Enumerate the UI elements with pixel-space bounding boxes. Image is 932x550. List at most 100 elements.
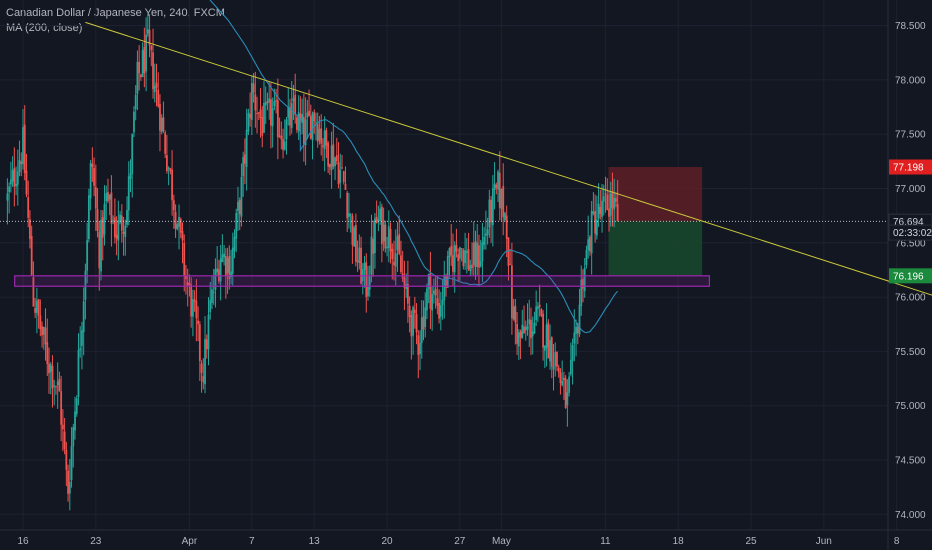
candle-body xyxy=(150,45,153,51)
candle-body xyxy=(417,335,420,355)
candle-body xyxy=(133,111,135,133)
candle-body xyxy=(35,300,38,313)
candle-body xyxy=(297,112,300,132)
candle-body xyxy=(576,326,579,334)
candle-body xyxy=(426,288,428,311)
candle-body xyxy=(424,307,427,327)
candle-body xyxy=(406,283,409,304)
candle-body xyxy=(51,365,54,389)
price-tag-bg xyxy=(889,159,932,175)
price-tag-bg xyxy=(888,224,932,241)
candle-body xyxy=(308,110,310,117)
candle-body xyxy=(380,206,383,245)
candle-body xyxy=(419,342,421,355)
candle-body xyxy=(465,251,468,254)
candle-body xyxy=(486,229,489,235)
candle-body xyxy=(115,234,118,239)
candle-body xyxy=(594,211,597,234)
candle-body xyxy=(204,339,206,385)
candle-body xyxy=(257,112,260,114)
candle-body xyxy=(439,305,442,317)
candle-body xyxy=(30,236,33,275)
candle-body xyxy=(77,350,80,397)
candle-body xyxy=(569,359,572,375)
price-axis[interactable]: 74.000 74.500 75.000 75.500 76.000 76.500 77.0… xyxy=(895,21,926,521)
candle-body xyxy=(445,276,447,288)
candle-body xyxy=(165,155,168,172)
candle-body xyxy=(554,352,557,367)
candle-body xyxy=(400,255,402,273)
candle-body xyxy=(164,132,167,154)
candle-body xyxy=(535,306,538,321)
time-axis[interactable]: 16 23 Apr 7 13 20 27 May 11 18 25 Jun 8 xyxy=(17,536,899,547)
candle-body xyxy=(360,247,362,284)
ma-indicator-label[interactable]: MA (200, close) xyxy=(6,22,83,34)
symbol-title[interactable]: Canadian Dollar / Japanese Yen, 240, FXC… xyxy=(6,7,225,19)
candle-body xyxy=(82,301,85,333)
candle-body xyxy=(325,130,328,146)
candle-body xyxy=(205,339,208,350)
candle-body xyxy=(590,210,593,254)
candle-body xyxy=(583,267,586,292)
candle-body xyxy=(311,114,314,141)
candle-body xyxy=(386,246,388,249)
candle-body xyxy=(420,317,423,343)
candle-body xyxy=(497,171,499,190)
candle-body xyxy=(25,170,28,195)
candle-body xyxy=(410,315,413,337)
candle-body xyxy=(193,299,196,302)
candle-body xyxy=(120,215,123,231)
candle-body xyxy=(322,145,324,147)
x-tick-label: 27 xyxy=(454,536,466,547)
candle-body xyxy=(351,215,354,245)
candle-body xyxy=(273,101,276,107)
chart-legend: Canadian Dollar / Japanese Yen, 240, FXC… xyxy=(6,6,225,36)
candle-body xyxy=(254,94,257,111)
candle-body xyxy=(228,255,231,279)
candle-body xyxy=(478,245,480,268)
candle-body xyxy=(8,186,11,193)
candle-body xyxy=(167,167,170,169)
take-profit-zone xyxy=(608,221,703,276)
candle-body xyxy=(282,139,284,150)
candle-body xyxy=(563,377,565,381)
candle-body xyxy=(159,104,161,131)
candle-body xyxy=(342,171,345,182)
candle-body xyxy=(578,304,581,335)
candle-body xyxy=(446,256,449,288)
candle-body xyxy=(270,99,272,126)
candle-body xyxy=(245,129,248,167)
candle-body xyxy=(358,247,361,263)
candle-body xyxy=(394,253,397,267)
y-tick-label: 76.000 xyxy=(895,293,926,304)
candle-body xyxy=(573,332,576,344)
moving-average-line xyxy=(209,0,619,334)
candle-body xyxy=(240,177,243,217)
candle-body xyxy=(192,299,194,317)
candle-body xyxy=(68,482,71,494)
candle-body xyxy=(108,194,111,200)
x-tick-label: 7 xyxy=(249,536,255,547)
candle-body xyxy=(302,116,305,145)
candle-body xyxy=(458,247,461,259)
candle-body xyxy=(452,255,454,272)
candle-body xyxy=(589,237,591,252)
candle-body xyxy=(124,225,127,238)
candle-body xyxy=(226,257,229,273)
candle-body xyxy=(495,184,498,188)
candle-body xyxy=(408,305,411,318)
candle-body xyxy=(540,309,543,316)
candle-body xyxy=(512,306,515,320)
candle-body xyxy=(81,330,83,346)
candle-body xyxy=(34,307,37,313)
candle-body xyxy=(93,167,95,186)
candle-body xyxy=(431,294,434,311)
candle-body xyxy=(197,320,200,325)
candle-body xyxy=(361,269,364,282)
y-tick-label: 75.000 xyxy=(895,401,926,412)
candle-body xyxy=(615,198,617,202)
candle-body xyxy=(126,209,128,225)
